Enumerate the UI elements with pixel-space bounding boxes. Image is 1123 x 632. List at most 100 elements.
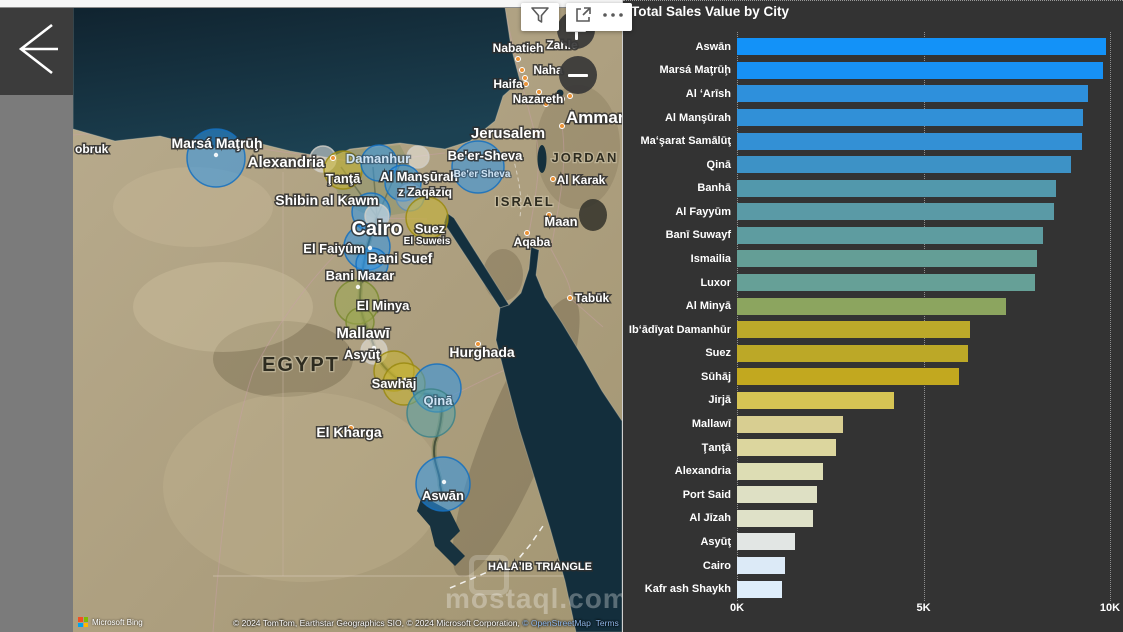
- more-options-icon[interactable]: [601, 5, 625, 30]
- bar-Mallawī[interactable]: [737, 415, 844, 433]
- bar-label: Port Said: [682, 488, 731, 501]
- map-label: Aqaba: [514, 235, 551, 249]
- bar-Marsá Maţrūḩ[interactable]: [737, 61, 1103, 79]
- table-row: Asyūţ: [623, 530, 1123, 554]
- bar-Aswān[interactable]: [737, 38, 1107, 56]
- bar-Al Jīzah[interactable]: [737, 509, 814, 527]
- bar-label: Maʻşarat Samālūţ: [640, 135, 731, 148]
- map-label: Qinā: [424, 393, 454, 408]
- x-axis-tick-label: 10K: [1099, 602, 1121, 614]
- x-axis-tick-label: 0K: [729, 602, 745, 614]
- bar-Jirjā[interactable]: [737, 391, 894, 409]
- bar-chart-rows: Aswān Marsá Maţrūḩ Al ʻArīsh Al Manşūrah Maʻ…: [623, 35, 1123, 601]
- bar-label: Suez: [705, 347, 731, 360]
- bubble-center-dot: [371, 345, 377, 351]
- bar-Kafr ash Shaykh[interactable]: [737, 580, 782, 598]
- back-arrow-icon: [14, 19, 60, 84]
- map-label: Amman: [566, 108, 622, 127]
- map-label: obruk: [75, 142, 109, 156]
- bar-track: [737, 368, 1123, 386]
- map-bubble-Marsá Maţrūḩ[interactable]: [186, 128, 246, 188]
- bar-Cairo[interactable]: [737, 557, 786, 574]
- bar-Ibʻādīyat Damanhūr[interactable]: [737, 321, 971, 339]
- map-label: Hurghada: [449, 344, 515, 360]
- map-bubble-Aswān[interactable]: [415, 456, 471, 512]
- map-bubble-Mallawī[interactable]: [345, 307, 375, 337]
- table-row: Kafr ash Shaykh: [623, 577, 1123, 601]
- bar-Ţanţā[interactable]: [737, 439, 836, 457]
- bar-Asyūţ[interactable]: [737, 533, 795, 551]
- terms-link[interactable]: Terms: [595, 618, 619, 628]
- bar-track: [737, 391, 1123, 409]
- bar-Port Said[interactable]: [737, 486, 818, 504]
- bar-Banī Suwayf[interactable]: [737, 226, 1043, 244]
- map-label: Suez: [415, 221, 446, 236]
- map-label: Shibin al Kawm: [275, 192, 378, 208]
- bar-Maʻşarat Samālūţ[interactable]: [737, 132, 1083, 150]
- bar-track: [737, 250, 1123, 268]
- city-marker-dot: [515, 56, 521, 62]
- bubble-center-dot: [367, 245, 373, 251]
- map-label: Be'er-Sheva: [448, 148, 523, 163]
- bar-Ismailia[interactable]: [737, 250, 1038, 268]
- bar-track: [737, 38, 1123, 56]
- bar-Al Fayyūm[interactable]: [737, 203, 1055, 221]
- bar-track: [737, 85, 1123, 103]
- table-row: Banī Suwayf: [623, 224, 1123, 248]
- bar-Sūhāj[interactable]: [737, 368, 959, 386]
- bar-label: Marsá Maţrūḩ: [659, 64, 731, 77]
- chart-title: Total Sales Value by City: [631, 4, 790, 19]
- map-label: Ţanţā: [326, 171, 361, 186]
- bar-track: [737, 297, 1123, 315]
- bar-track: [737, 226, 1123, 244]
- map-label: ISRAEL: [495, 194, 555, 209]
- map-bubble-Qinā south[interactable]: [406, 388, 456, 438]
- map-bubble-Be'er Sheva[interactable]: [451, 140, 505, 194]
- table-row: Ibʻādīyat Damanhūr: [623, 318, 1123, 342]
- gridline: [737, 32, 738, 601]
- table-row: Mallawī: [623, 412, 1123, 436]
- table-row: Port Said: [623, 483, 1123, 507]
- bar-label: Cairo: [702, 559, 731, 572]
- map-label: Nabatieh: [493, 41, 544, 55]
- openstreetmap-link[interactable]: © OpenStreetMap: [522, 618, 591, 628]
- map-label: Al Manşūrah: [380, 169, 458, 184]
- table-row: Qinā: [623, 153, 1123, 177]
- bar-Al ʻArīsh[interactable]: [737, 85, 1088, 103]
- bar-track: [737, 274, 1123, 292]
- visual-header-toolbar: [566, 3, 632, 31]
- bar-Al Manşūrah[interactable]: [737, 109, 1084, 127]
- bar-Al Minyā[interactable]: [737, 297, 1006, 315]
- bubble-center-dot: [355, 284, 361, 290]
- bar-label: Sūhāj: [701, 370, 731, 383]
- bar-label: Mallawī: [691, 418, 731, 431]
- map-label: Alexandria: [248, 154, 325, 171]
- map-label: El Faiyûm: [303, 241, 364, 256]
- bar-track: [737, 179, 1123, 197]
- bar-Suez[interactable]: [737, 344, 969, 362]
- map-visual[interactable]: obruk Marsá Maţrūḩ Alexandria Damanhur Ţanţā…: [72, 6, 630, 632]
- table-row: Alexandria: [623, 459, 1123, 483]
- map-bubble-Port Said[interactable]: [406, 145, 430, 169]
- map-sea: [72, 6, 623, 632]
- map-bubble-Suez[interactable]: [405, 196, 449, 240]
- gridline: [923, 32, 925, 601]
- panel-divider: [622, 0, 623, 632]
- city-marker-dot: [567, 295, 573, 301]
- focus-mode-icon[interactable]: [573, 5, 593, 30]
- map-zoom-out-button[interactable]: [559, 56, 597, 94]
- bubble-center-dot: [213, 152, 219, 158]
- bar-track: [737, 533, 1123, 551]
- bar-Alexandria[interactable]: [737, 462, 823, 480]
- bar-chart-visual: Total Sales Value by City Aswān Marsá Maţ…: [623, 0, 1123, 632]
- bar-Qinā[interactable]: [737, 156, 1071, 174]
- back-button[interactable]: [0, 7, 73, 95]
- bar-label: Jirjā: [708, 394, 731, 407]
- city-marker-dot: [559, 96, 565, 102]
- visual-filter-button[interactable]: [521, 3, 559, 31]
- bar-Luxor[interactable]: [737, 274, 1036, 292]
- bar-Banhā[interactable]: [737, 179, 1056, 197]
- map-attribution: © 2024 TomTom, Earthstar Geographics SIO…: [233, 618, 619, 628]
- map-label: Mallawī: [336, 325, 390, 342]
- bar-track: [737, 344, 1123, 362]
